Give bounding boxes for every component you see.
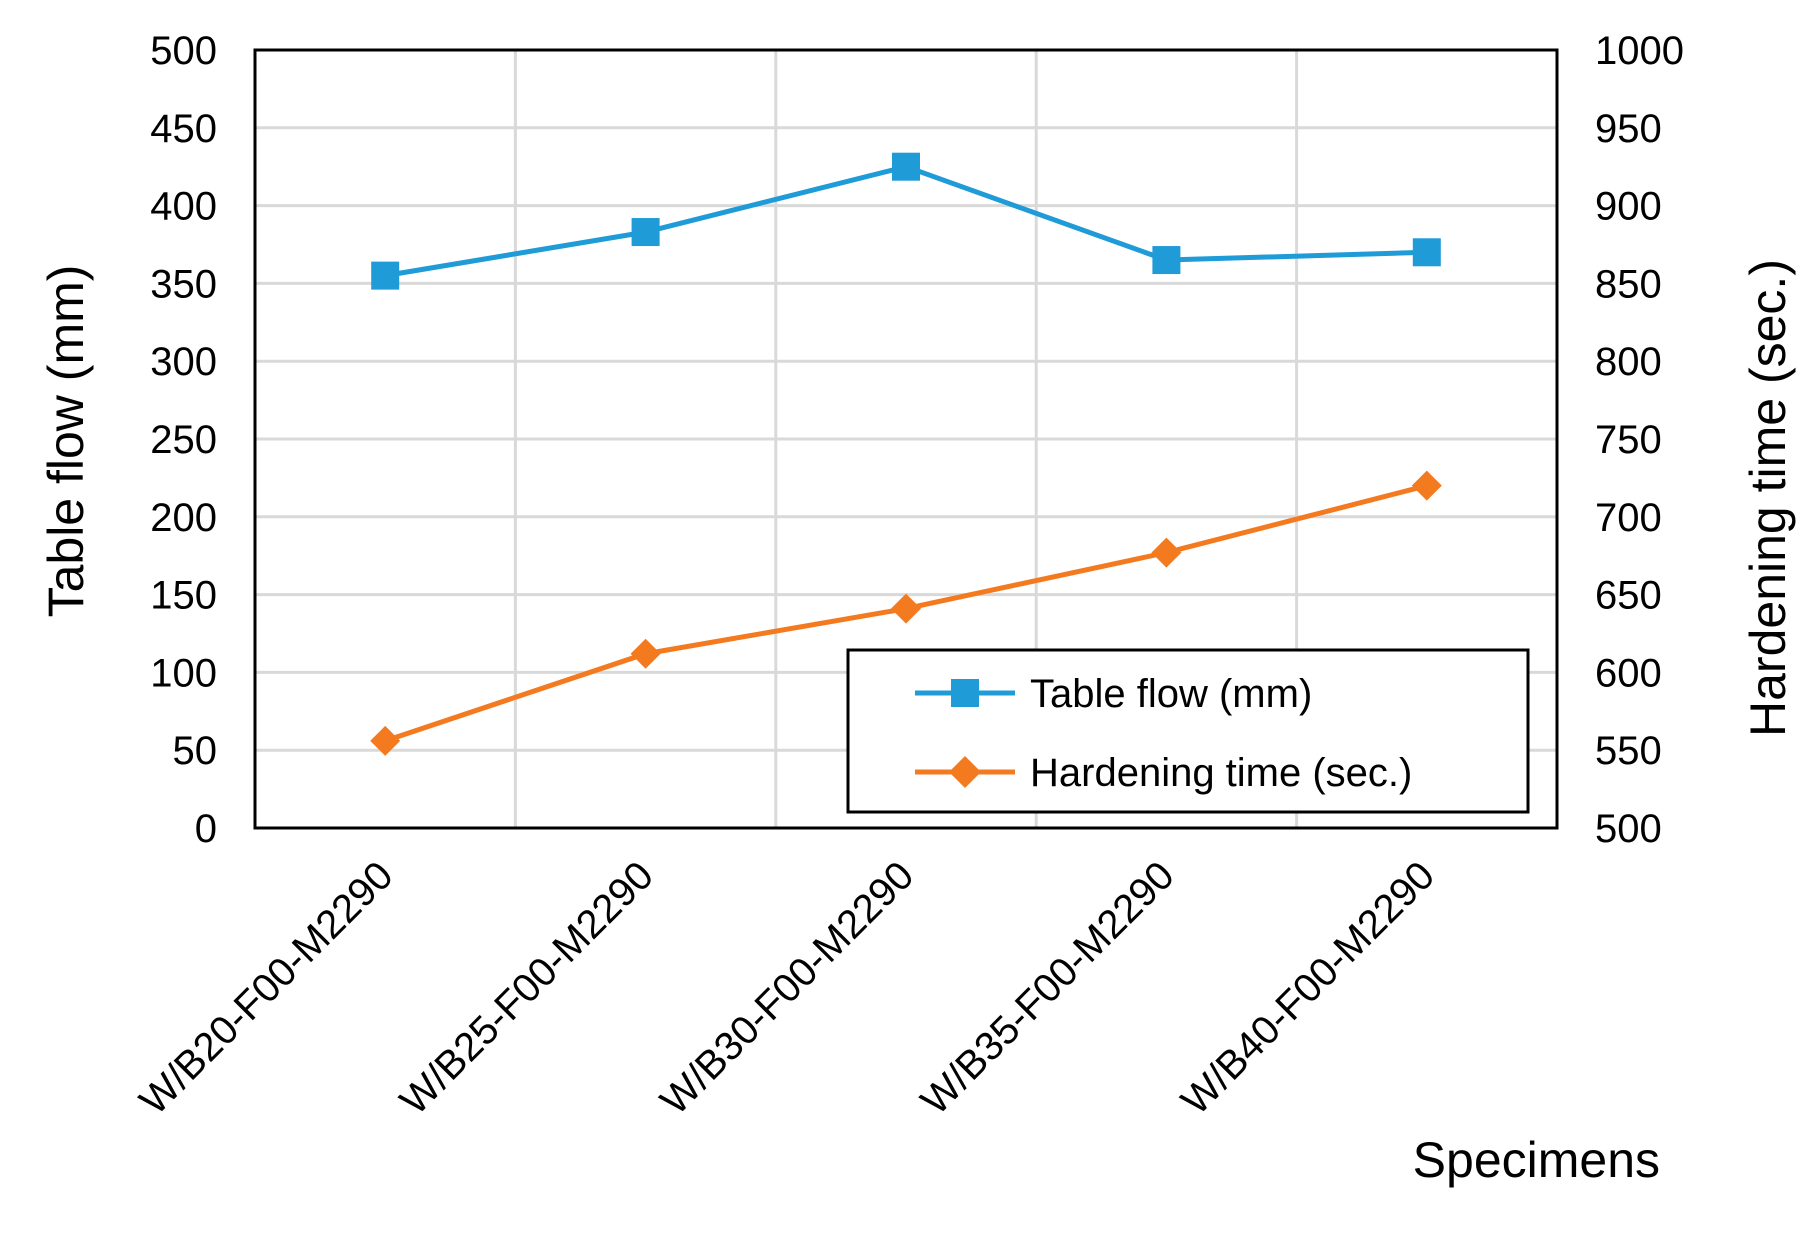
- data-point-table-flow: [1412, 238, 1441, 267]
- y-tick-label: 50: [173, 729, 218, 773]
- data-point-table-flow: [371, 261, 400, 290]
- y2-tick-label: 550: [1595, 729, 1662, 773]
- data-point-hardening-time: [1151, 537, 1182, 568]
- y-tick-label: 400: [150, 185, 217, 229]
- data-point-hardening-time: [891, 593, 921, 624]
- y2-tick-label: 950: [1595, 107, 1662, 151]
- data-point-table-flow: [1152, 246, 1181, 275]
- plot-area-frame: [253, 48, 1559, 830]
- y2-tick-label: 650: [1595, 574, 1662, 618]
- y-tick-label: 450: [150, 107, 217, 151]
- y-tick-label: 100: [150, 651, 217, 695]
- y-tick-label: 200: [150, 496, 217, 540]
- y2-tick-label: 700: [1595, 496, 1662, 540]
- data-point-hardening-time: [630, 638, 661, 669]
- legend-marker-hardening-time: [949, 756, 981, 788]
- series-layer: [370, 152, 1442, 756]
- y2-tick-label: 1000: [1595, 29, 1684, 73]
- legend: Table flow (mm) Hardening time (sec.): [846, 648, 1530, 814]
- y2-tick-label: 800: [1595, 340, 1662, 384]
- legend-label-hardening-time: Hardening time (sec.): [1030, 751, 1412, 795]
- y2-tick-label: 750: [1595, 418, 1662, 462]
- y2-tick-label: 900: [1595, 185, 1662, 229]
- legend-box: [846, 648, 1530, 814]
- y-tick-label: 0: [195, 807, 217, 851]
- legend-label-table-flow: Table flow (mm): [1030, 672, 1312, 716]
- data-point-table-flow: [892, 152, 920, 181]
- y2-tick-label: 500: [1595, 807, 1662, 851]
- data-point-hardening-time: [1411, 470, 1442, 501]
- x-axis-title: Specimens: [1413, 1132, 1660, 1188]
- y-tick-label: 350: [150, 262, 217, 306]
- y-tick-label: 500: [150, 29, 217, 73]
- data-point-hardening-time: [370, 725, 401, 756]
- legend-marker-table-flow: [951, 679, 979, 707]
- y-axis-title: Table flow (mm): [38, 265, 94, 618]
- y-tick-label: 300: [150, 340, 217, 384]
- y2-axis-title: Hardening time (sec.): [1740, 259, 1796, 737]
- y-tick-label: 150: [150, 574, 217, 618]
- data-point-table-flow: [631, 218, 660, 247]
- y2-tick-label: 600: [1595, 651, 1662, 695]
- y-tick-label: 250: [150, 418, 217, 462]
- y2-tick-label: 850: [1595, 262, 1662, 306]
